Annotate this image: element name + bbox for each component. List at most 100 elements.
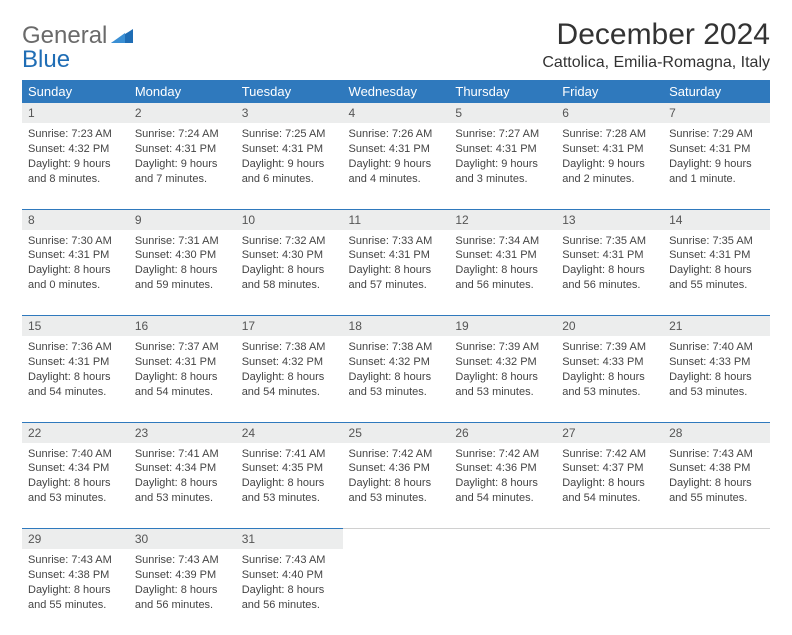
day-ss: Sunset: 4:30 PM bbox=[242, 248, 337, 263]
day-number-cell: 1 bbox=[22, 103, 129, 123]
day-sr: Sunrise: 7:27 AM bbox=[455, 127, 550, 142]
day-info-cell: Sunrise: 7:26 AMSunset: 4:31 PMDaylight:… bbox=[343, 123, 450, 209]
header: General Blue December 2024 Cattolica, Em… bbox=[22, 18, 770, 72]
day-info-cell: Sunrise: 7:39 AMSunset: 4:32 PMDaylight:… bbox=[449, 336, 556, 422]
day-ss: Sunset: 4:31 PM bbox=[28, 248, 123, 263]
day-number-cell: 25 bbox=[343, 422, 450, 443]
day-d1: Daylight: 8 hours bbox=[135, 583, 230, 598]
day-d2: and 53 minutes. bbox=[135, 491, 230, 506]
day-d2: and 56 minutes. bbox=[455, 278, 550, 293]
day-number-cell: 8 bbox=[22, 209, 129, 230]
day-info-cell: Sunrise: 7:41 AMSunset: 4:35 PMDaylight:… bbox=[236, 443, 343, 529]
day-number-cell: 16 bbox=[129, 316, 236, 337]
day-sr: Sunrise: 7:43 AM bbox=[242, 553, 337, 568]
day-d1: Daylight: 8 hours bbox=[28, 370, 123, 385]
day-info-cell: Sunrise: 7:42 AMSunset: 4:36 PMDaylight:… bbox=[343, 443, 450, 529]
day-d2: and 53 minutes. bbox=[28, 491, 123, 506]
day-number-row: 293031 bbox=[22, 529, 770, 550]
day-ss: Sunset: 4:38 PM bbox=[28, 568, 123, 583]
day-d1: Daylight: 8 hours bbox=[28, 583, 123, 598]
day-info-cell: Sunrise: 7:35 AMSunset: 4:31 PMDaylight:… bbox=[556, 230, 663, 316]
day-d2: and 0 minutes. bbox=[28, 278, 123, 293]
title-block: December 2024 Cattolica, Emilia-Romagna,… bbox=[542, 18, 770, 72]
day-number-row: 1234567 bbox=[22, 103, 770, 123]
day-number-cell bbox=[556, 529, 663, 550]
logo-word-1: General bbox=[22, 22, 107, 49]
day-sr: Sunrise: 7:41 AM bbox=[135, 447, 230, 462]
day-number-cell: 17 bbox=[236, 316, 343, 337]
day-number-cell: 19 bbox=[449, 316, 556, 337]
day-sr: Sunrise: 7:43 AM bbox=[135, 553, 230, 568]
day-d1: Daylight: 8 hours bbox=[135, 370, 230, 385]
day-d2: and 54 minutes. bbox=[242, 385, 337, 400]
day-info-cell: Sunrise: 7:29 AMSunset: 4:31 PMDaylight:… bbox=[663, 123, 770, 209]
day-number-cell: 4 bbox=[343, 103, 450, 123]
day-sr: Sunrise: 7:35 AM bbox=[669, 234, 764, 249]
day-info-row: Sunrise: 7:30 AMSunset: 4:31 PMDaylight:… bbox=[22, 230, 770, 316]
day-d1: Daylight: 8 hours bbox=[669, 476, 764, 491]
day-number-cell: 18 bbox=[343, 316, 450, 337]
day-info-cell: Sunrise: 7:40 AMSunset: 4:34 PMDaylight:… bbox=[22, 443, 129, 529]
day-d2: and 8 minutes. bbox=[28, 172, 123, 187]
day-sr: Sunrise: 7:38 AM bbox=[349, 340, 444, 355]
day-number-cell: 23 bbox=[129, 422, 236, 443]
day-d2: and 54 minutes. bbox=[455, 491, 550, 506]
day-info-cell: Sunrise: 7:42 AMSunset: 4:36 PMDaylight:… bbox=[449, 443, 556, 529]
day-ss: Sunset: 4:31 PM bbox=[562, 248, 657, 263]
logo-word-2: Blue bbox=[22, 46, 70, 73]
day-d1: Daylight: 8 hours bbox=[242, 476, 337, 491]
day-sr: Sunrise: 7:24 AM bbox=[135, 127, 230, 142]
day-d2: and 55 minutes. bbox=[669, 491, 764, 506]
day-ss: Sunset: 4:31 PM bbox=[455, 248, 550, 263]
day-sr: Sunrise: 7:34 AM bbox=[455, 234, 550, 249]
day-info-cell: Sunrise: 7:38 AMSunset: 4:32 PMDaylight:… bbox=[343, 336, 450, 422]
day-d1: Daylight: 8 hours bbox=[669, 370, 764, 385]
day-info-cell: Sunrise: 7:33 AMSunset: 4:31 PMDaylight:… bbox=[343, 230, 450, 316]
day-d2: and 53 minutes. bbox=[242, 491, 337, 506]
day-number-cell: 11 bbox=[343, 209, 450, 230]
day-d2: and 56 minutes. bbox=[135, 598, 230, 613]
day-number-row: 15161718192021 bbox=[22, 316, 770, 337]
day-d1: Daylight: 8 hours bbox=[242, 583, 337, 598]
day-d1: Daylight: 8 hours bbox=[28, 476, 123, 491]
day-d1: Daylight: 9 hours bbox=[562, 157, 657, 172]
day-number-cell: 22 bbox=[22, 422, 129, 443]
day-d2: and 56 minutes. bbox=[562, 278, 657, 293]
day-header: Sunday bbox=[22, 80, 129, 103]
day-d2: and 58 minutes. bbox=[242, 278, 337, 293]
day-d1: Daylight: 8 hours bbox=[28, 263, 123, 278]
day-d2: and 59 minutes. bbox=[135, 278, 230, 293]
day-info-cell: Sunrise: 7:37 AMSunset: 4:31 PMDaylight:… bbox=[129, 336, 236, 422]
day-number-cell: 29 bbox=[22, 529, 129, 550]
day-info-cell: Sunrise: 7:43 AMSunset: 4:39 PMDaylight:… bbox=[129, 549, 236, 635]
day-info-cell: Sunrise: 7:43 AMSunset: 4:38 PMDaylight:… bbox=[663, 443, 770, 529]
day-d2: and 53 minutes. bbox=[349, 385, 444, 400]
day-d1: Daylight: 8 hours bbox=[349, 370, 444, 385]
day-number-cell: 21 bbox=[663, 316, 770, 337]
day-d2: and 3 minutes. bbox=[455, 172, 550, 187]
day-d2: and 57 minutes. bbox=[349, 278, 444, 293]
day-header: Friday bbox=[556, 80, 663, 103]
calendar-table: Sunday Monday Tuesday Wednesday Thursday… bbox=[22, 80, 770, 635]
day-ss: Sunset: 4:35 PM bbox=[242, 461, 337, 476]
day-info-cell bbox=[449, 549, 556, 635]
day-ss: Sunset: 4:31 PM bbox=[135, 142, 230, 157]
day-ss: Sunset: 4:32 PM bbox=[455, 355, 550, 370]
day-header: Thursday bbox=[449, 80, 556, 103]
day-header: Monday bbox=[129, 80, 236, 103]
day-info-cell bbox=[663, 549, 770, 635]
day-ss: Sunset: 4:31 PM bbox=[242, 142, 337, 157]
day-d1: Daylight: 8 hours bbox=[455, 476, 550, 491]
day-d2: and 53 minutes. bbox=[455, 385, 550, 400]
logo-triangle-icon bbox=[111, 27, 133, 48]
day-ss: Sunset: 4:38 PM bbox=[669, 461, 764, 476]
page-title: December 2024 bbox=[542, 18, 770, 52]
day-number-cell: 9 bbox=[129, 209, 236, 230]
day-info-cell: Sunrise: 7:42 AMSunset: 4:37 PMDaylight:… bbox=[556, 443, 663, 529]
day-d1: Daylight: 8 hours bbox=[562, 476, 657, 491]
day-ss: Sunset: 4:39 PM bbox=[135, 568, 230, 583]
day-header: Wednesday bbox=[343, 80, 450, 103]
day-ss: Sunset: 4:33 PM bbox=[562, 355, 657, 370]
day-ss: Sunset: 4:33 PM bbox=[669, 355, 764, 370]
day-number-cell: 30 bbox=[129, 529, 236, 550]
